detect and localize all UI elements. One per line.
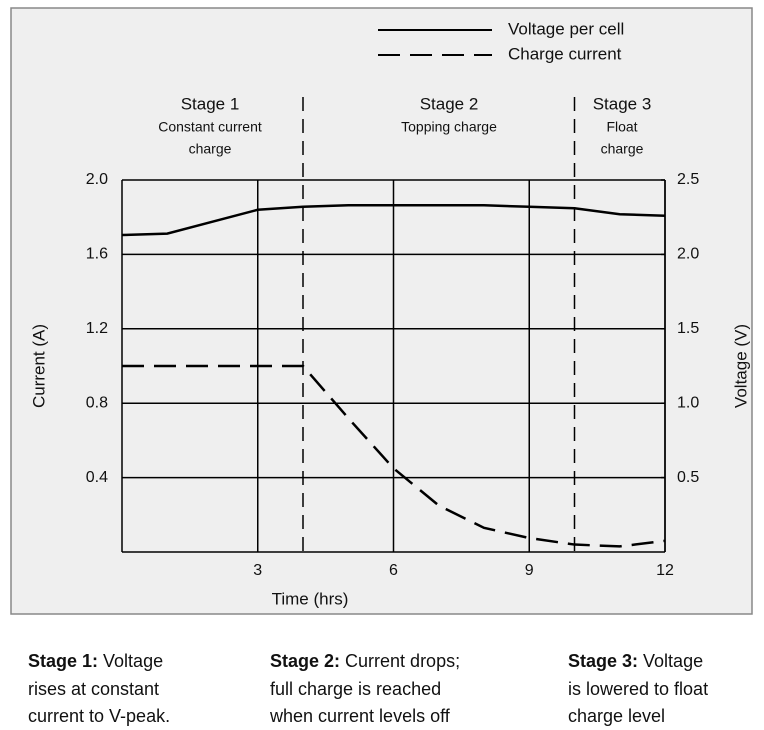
stage-desc: charge [189,141,232,157]
caption-line: full charge is reached [270,679,441,699]
caption-bold: Stage 3: [568,651,638,671]
caption-line: Stage 1: Voltage [28,651,163,671]
legend-label: Voltage per cell [508,19,624,38]
stage-desc: Topping charge [401,119,497,135]
y2-tick-label: 2.5 [677,171,699,188]
caption-bold: Stage 1: [28,651,98,671]
y2-tick-label: 2.0 [677,246,699,263]
y-tick-label: 0.4 [86,469,108,486]
caption-line: current to V-peak. [28,706,170,726]
y-axis-label: Current (A) [29,324,48,408]
legend-label: Charge current [508,44,622,63]
caption-text: Voltage [643,651,703,671]
caption-text: Current drops; [345,651,460,671]
y2-tick-label: 1.5 [677,320,699,337]
y-tick-label: 0.8 [86,394,108,411]
caption-bold: Stage 2: [270,651,340,671]
y-tick-label: 2.0 [86,171,108,188]
y2-tick-label: 1.0 [677,394,699,411]
x-tick-label: 6 [389,562,398,579]
caption-line: Stage 3: Voltage [568,651,703,671]
y2-axis-label: Voltage (V) [731,324,750,408]
stage-title: Stage 3 [593,94,652,113]
x-tick-label: 12 [656,562,674,579]
y-tick-label: 1.6 [86,246,108,263]
panel [10,7,753,615]
stage-desc: Float [606,119,637,135]
series-line [122,364,666,548]
x-tick-label: 3 [253,562,262,579]
caption-text: Voltage [103,651,163,671]
stage-desc: charge [601,141,644,157]
caption-line: rises at constant [28,679,159,699]
caption-line: Stage 2: Current drops; [270,651,460,671]
y2-tick-label: 0.5 [677,469,699,486]
caption-line: is lowered to float [568,679,708,699]
x-tick-label: 9 [525,562,534,579]
stage-title: Stage 2 [420,94,479,113]
series-line [121,204,666,237]
stage-title: Stage 1 [181,94,240,113]
x-axis-label: Time (hrs) [272,589,349,608]
caption-line: when current levels off [269,706,451,726]
y-tick-label: 1.2 [86,320,108,337]
stage-desc: Constant current [158,119,262,135]
caption-line: charge level [568,706,665,726]
